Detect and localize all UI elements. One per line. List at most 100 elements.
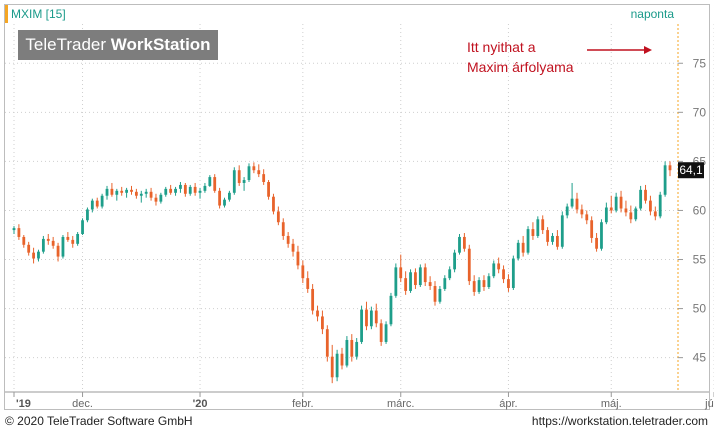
annotation-arrowhead	[644, 46, 652, 54]
x-tick-label: máj.	[601, 398, 622, 410]
candle-body	[472, 281, 476, 292]
x-tick-label: '19	[16, 398, 31, 410]
candle-body	[286, 235, 290, 244]
y-tick-label: 55	[693, 253, 707, 267]
candle-body	[614, 196, 618, 211]
candle-body	[467, 248, 471, 282]
candle-body	[125, 189, 128, 193]
candle-body	[565, 206, 569, 216]
candle-body	[585, 214, 589, 221]
candle-body	[164, 188, 168, 195]
candle-body	[541, 219, 545, 231]
candle-body	[414, 272, 417, 286]
y-tick-label: 60	[693, 203, 707, 217]
last-price-label: 64,1	[679, 163, 703, 177]
y-tick-label: 45	[693, 351, 707, 365]
candle-body	[130, 189, 133, 192]
candle-body	[590, 220, 594, 238]
candle-body	[301, 265, 305, 279]
logo-text-bold: WorkStation	[110, 35, 211, 54]
candle-body	[208, 177, 212, 186]
candle-body	[546, 230, 550, 242]
candle-body	[663, 165, 667, 195]
teletrader-logo: TeleTrader WorkStation	[18, 30, 218, 60]
annotation-line-1: Itt nyithat a	[467, 39, 536, 55]
candle-body	[100, 195, 104, 207]
candles	[12, 161, 672, 384]
candle-body	[570, 198, 574, 207]
candle-body	[340, 353, 344, 366]
workstation-link[interactable]: https://workstation.teletrader.com	[531, 414, 708, 428]
candle-body	[443, 278, 447, 289]
candle-body	[291, 243, 295, 252]
x-tick-label: ápr.	[499, 398, 517, 410]
candle-body	[61, 236, 65, 257]
candle-body	[418, 267, 422, 286]
candle-body	[335, 353, 339, 378]
x-tick-label: jún.	[704, 398, 714, 410]
candle-body	[169, 188, 173, 193]
candle-body	[174, 188, 177, 193]
candle-body	[600, 222, 603, 249]
candle-body	[492, 263, 496, 277]
candle-body	[252, 166, 256, 171]
candle-body	[609, 207, 613, 211]
candle-body	[404, 278, 408, 291]
candle-body	[66, 236, 70, 240]
candle-body	[41, 238, 45, 252]
candle-body	[51, 240, 55, 246]
candle-body	[325, 329, 329, 357]
candle-body	[639, 189, 643, 209]
candle-body	[27, 244, 31, 253]
candle-body	[448, 269, 452, 279]
candle-body	[228, 192, 231, 200]
candle-body	[497, 263, 501, 270]
candle-body	[267, 181, 270, 197]
candle-body	[644, 189, 647, 201]
candle-body	[154, 197, 158, 202]
candle-body	[629, 212, 633, 220]
candle-body	[17, 228, 21, 237]
y-tick-label: 50	[693, 302, 707, 316]
candle-body	[262, 174, 266, 182]
annotation-text: Itt nyithat a Maxim árfolyama	[467, 37, 574, 77]
candle-body	[526, 229, 530, 253]
candle-body	[399, 267, 403, 279]
candle-body	[350, 339, 354, 357]
candle-body	[438, 288, 442, 302]
candle-body	[242, 180, 246, 183]
candle-body	[76, 234, 80, 244]
candle-body	[521, 242, 525, 253]
candle-body	[516, 242, 520, 259]
candle-body	[159, 194, 163, 202]
candle-body	[22, 236, 26, 245]
candle-body	[536, 219, 540, 236]
candle-body	[257, 170, 261, 175]
x-tick-label: márc.	[387, 398, 415, 410]
candle-body	[203, 185, 207, 191]
symbol-label[interactable]: MXIM [15]	[11, 7, 66, 21]
candle-body	[46, 238, 50, 241]
candle-body	[330, 356, 334, 378]
candle-body	[281, 222, 285, 236]
candle-body	[423, 267, 427, 283]
interval-label[interactable]: naponta	[630, 7, 674, 21]
candle-body	[394, 267, 398, 296]
candle-body	[551, 235, 554, 242]
candle-body	[144, 191, 148, 194]
candle-body	[668, 165, 672, 171]
candle-body	[81, 220, 84, 235]
candle-body	[237, 170, 241, 183]
candle-body	[296, 251, 300, 266]
candle-body	[32, 252, 35, 259]
candle-body	[507, 279, 510, 288]
candle-body	[624, 208, 628, 213]
candle-body	[634, 208, 638, 220]
candle-body	[213, 177, 217, 191]
candle-body	[139, 193, 143, 196]
candle-body	[453, 252, 456, 270]
x-tick-label: '20	[193, 398, 208, 410]
candle-body	[658, 194, 662, 217]
candle-body	[110, 188, 114, 195]
